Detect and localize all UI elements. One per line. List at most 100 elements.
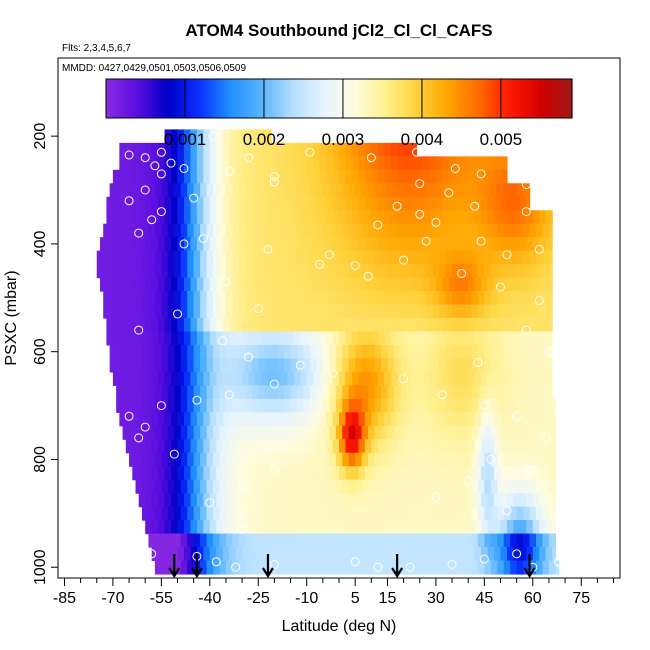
- heatmap-cell: [200, 344, 208, 360]
- heatmap-cell: [209, 439, 217, 454]
- heatmap-cell: [319, 210, 327, 225]
- heatmap-cell: [477, 358, 485, 373]
- heatmap-cell: [187, 304, 195, 319]
- observation-point: [173, 309, 182, 319]
- heatmap-cell: [190, 237, 198, 252]
- heatmap-cell: [445, 344, 453, 360]
- heatmap-cell: [510, 385, 518, 400]
- heatmap-cell: [539, 547, 547, 562]
- heatmap-cell: [293, 520, 301, 535]
- heatmap-cell: [380, 264, 389, 279]
- heatmap-cell: [452, 425, 460, 440]
- heatmap-cell: [232, 264, 240, 279]
- heatmap-cell: [187, 385, 195, 400]
- heatmap-cell: [494, 493, 502, 508]
- heatmap-cell: [213, 398, 221, 413]
- heatmap-cell: [435, 277, 443, 292]
- heatmap-cell: [435, 371, 443, 386]
- heatmap-cell: [271, 344, 279, 360]
- heatmap-cell: [442, 277, 450, 292]
- heatmap-cell: [219, 452, 227, 467]
- heatmap-cell: [397, 412, 405, 427]
- heatmap-cell: [203, 547, 211, 562]
- heatmap-cell: [255, 466, 263, 481]
- heatmap-cell: [426, 250, 434, 265]
- heatmap-cell: [209, 156, 217, 171]
- heatmap-cell: [442, 318, 450, 333]
- heatmap-cell: [183, 520, 192, 535]
- heatmap-cell: [536, 452, 544, 467]
- heatmap-cell: [413, 223, 421, 238]
- heatmap-cell: [232, 560, 240, 575]
- colorbar-segment: [400, 79, 404, 118]
- heatmap-cell: [419, 344, 427, 360]
- heatmap-cell: [203, 142, 211, 157]
- heatmap-cell: [348, 183, 356, 198]
- heatmap-cell: [494, 547, 502, 562]
- heatmap-cell: [355, 358, 363, 373]
- heatmap-cell: [364, 210, 372, 225]
- heatmap-cell: [206, 425, 214, 440]
- colorbar-segment: [106, 79, 110, 118]
- heatmap-cell: [209, 277, 217, 292]
- x-tick-label: -85: [53, 590, 76, 607]
- heatmap-cell: [490, 385, 498, 400]
- colorbar-segment: [344, 79, 349, 118]
- heatmap-cell: [477, 344, 485, 360]
- colorbar-segment: [403, 79, 407, 118]
- heatmap-cell: [400, 560, 408, 575]
- heatmap-cell: [403, 412, 411, 427]
- heatmap-cell: [148, 183, 156, 198]
- heatmap-cell: [180, 398, 188, 413]
- heatmap-cell: [190, 371, 198, 386]
- heatmap-cell: [442, 493, 450, 508]
- heatmap-cell: [448, 277, 456, 292]
- heatmap-cell: [167, 398, 175, 413]
- heatmap-cell: [177, 493, 185, 508]
- heatmap-cell: [487, 156, 495, 171]
- heatmap-cell: [458, 479, 466, 494]
- heatmap-cell: [464, 223, 473, 238]
- heatmap-cell: [200, 183, 208, 198]
- heatmap-cell: [274, 466, 282, 481]
- heatmap-cell: [358, 169, 366, 184]
- heatmap-cell: [477, 452, 485, 467]
- colorbar-segment: [327, 79, 331, 118]
- heatmap-cell: [213, 479, 221, 494]
- heatmap-cell: [222, 493, 230, 508]
- observation-point: [305, 147, 315, 157]
- heatmap-cell: [345, 412, 353, 427]
- heatmap-cell: [548, 264, 553, 279]
- heatmap-cell: [183, 277, 192, 292]
- heatmap-cell: [290, 250, 298, 265]
- heatmap-cell: [216, 466, 224, 481]
- heatmap-cell: [132, 169, 140, 184]
- heatmap-cell: [532, 210, 540, 225]
- heatmap-cell: [477, 183, 485, 198]
- heatmap-cell: [458, 223, 466, 238]
- heatmap-cell: [245, 344, 253, 360]
- heatmap-cell: [339, 142, 347, 157]
- heatmap-cell: [548, 385, 553, 400]
- heatmap-cell: [348, 304, 356, 319]
- heatmap-cell: [361, 506, 369, 521]
- heatmap-cell: [416, 318, 424, 333]
- heatmap-cell: [309, 358, 317, 373]
- heatmap-cell: [477, 506, 485, 521]
- heatmap-cell: [506, 277, 515, 292]
- heatmap-cell: [303, 560, 311, 575]
- heatmap-cell: [322, 452, 330, 467]
- heatmap-cell: [116, 291, 124, 306]
- heatmap-cell: [432, 304, 440, 319]
- heatmap-cell: [206, 398, 214, 413]
- heatmap-cell: [158, 156, 166, 171]
- heatmap-cell: [413, 358, 421, 373]
- heatmap-cell: [141, 506, 150, 521]
- heatmap-cell: [290, 452, 298, 467]
- heatmap-cell: [196, 439, 204, 454]
- heatmap-cell: [351, 210, 359, 225]
- heatmap-cell: [377, 439, 385, 454]
- heatmap-cell: [255, 318, 263, 333]
- heatmap-cell: [500, 331, 508, 346]
- heatmap-cell: [351, 169, 359, 184]
